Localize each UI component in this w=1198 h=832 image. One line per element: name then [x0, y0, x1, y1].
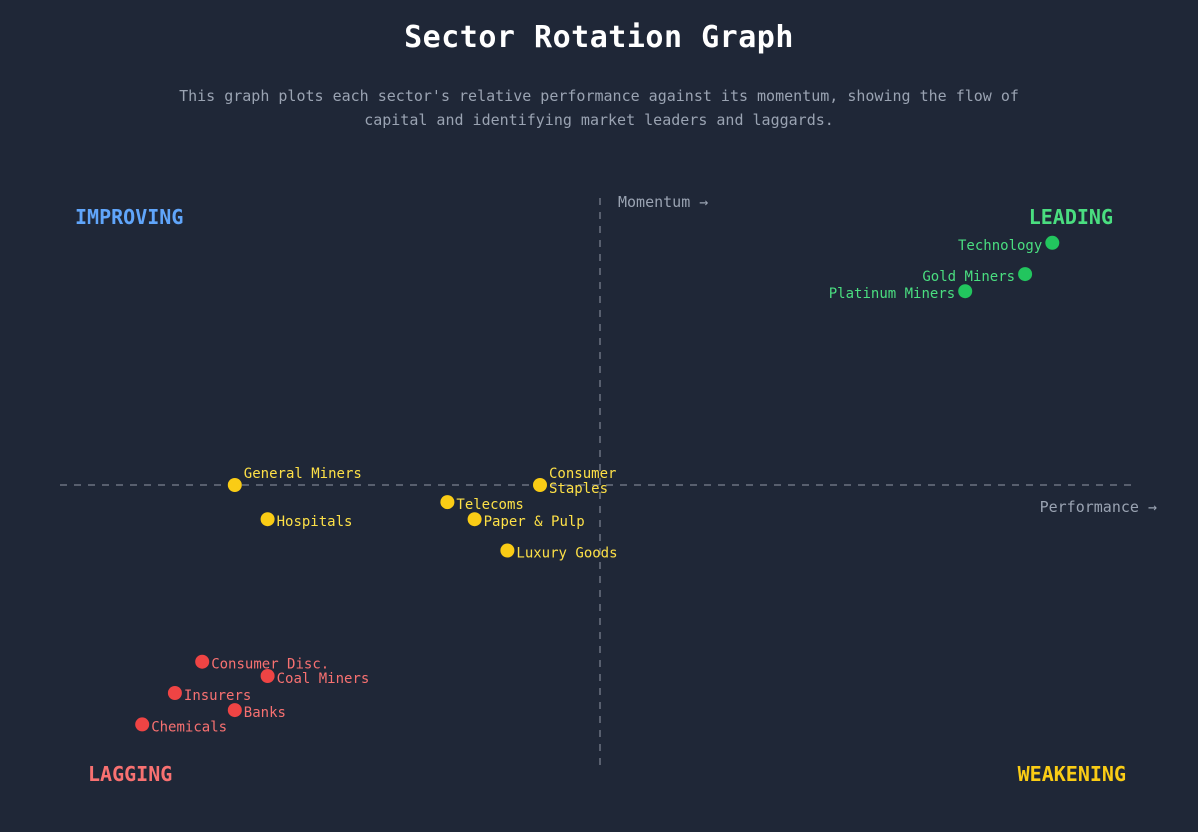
- point-label-banks: Banks: [244, 705, 286, 721]
- point-label-platinum-miners: Platinum Miners: [829, 286, 955, 302]
- point-luxury-goods[interactable]: [500, 543, 515, 558]
- point-coal-miners[interactable]: [260, 669, 275, 683]
- x-axis-label: Performance →: [1040, 498, 1157, 516]
- point-consumer-disc[interactable]: [195, 654, 210, 669]
- point-technology[interactable]: [1045, 235, 1060, 250]
- point-label-consumer-disc: Consumer Disc.: [211, 657, 329, 673]
- point-label-telecoms: Telecoms: [456, 497, 523, 513]
- point-chemicals[interactable]: [135, 717, 150, 732]
- page-subtitle: This graph plots each sector's relative …: [179, 87, 1019, 129]
- point-label-hospitals: Hospitals: [277, 514, 353, 530]
- point-label-general-miners: General Miners: [244, 466, 362, 482]
- page-title: Sector Rotation Graph: [404, 20, 794, 55]
- quadrant-label-improving: IMPROVING: [75, 205, 183, 229]
- quadrant-label-leading: LEADING: [1029, 205, 1113, 229]
- point-label-consumer-staples: Consumer Staples: [549, 466, 616, 497]
- point-label-insurers: Insurers: [184, 688, 251, 704]
- point-paper-pulp[interactable]: [467, 512, 482, 527]
- quadrant-label-weakening: WEAKENING: [1018, 762, 1126, 786]
- point-gold-miners[interactable]: [1018, 267, 1033, 282]
- point-consumer-staples[interactable]: [533, 478, 547, 492]
- point-label-gold-miners: Gold Miners: [922, 269, 1015, 285]
- y-axis-label: Momentum →: [618, 193, 708, 211]
- point-label-chemicals: Chemicals: [151, 719, 227, 735]
- point-label-luxury-goods: Luxury Goods: [516, 546, 617, 562]
- point-general-miners[interactable]: [227, 478, 242, 492]
- point-platinum-miners[interactable]: [958, 284, 973, 299]
- point-hospitals[interactable]: [260, 512, 275, 527]
- point-telecoms[interactable]: [440, 495, 455, 510]
- point-insurers[interactable]: [167, 686, 182, 700]
- quadrant-label-lagging: LAGGING: [88, 762, 172, 786]
- point-label-coal-miners: Coal Miners: [277, 671, 370, 687]
- point-banks[interactable]: [227, 703, 242, 718]
- point-label-paper-pulp: Paper & Pulp: [484, 514, 585, 530]
- point-label-technology: Technology: [958, 238, 1042, 254]
